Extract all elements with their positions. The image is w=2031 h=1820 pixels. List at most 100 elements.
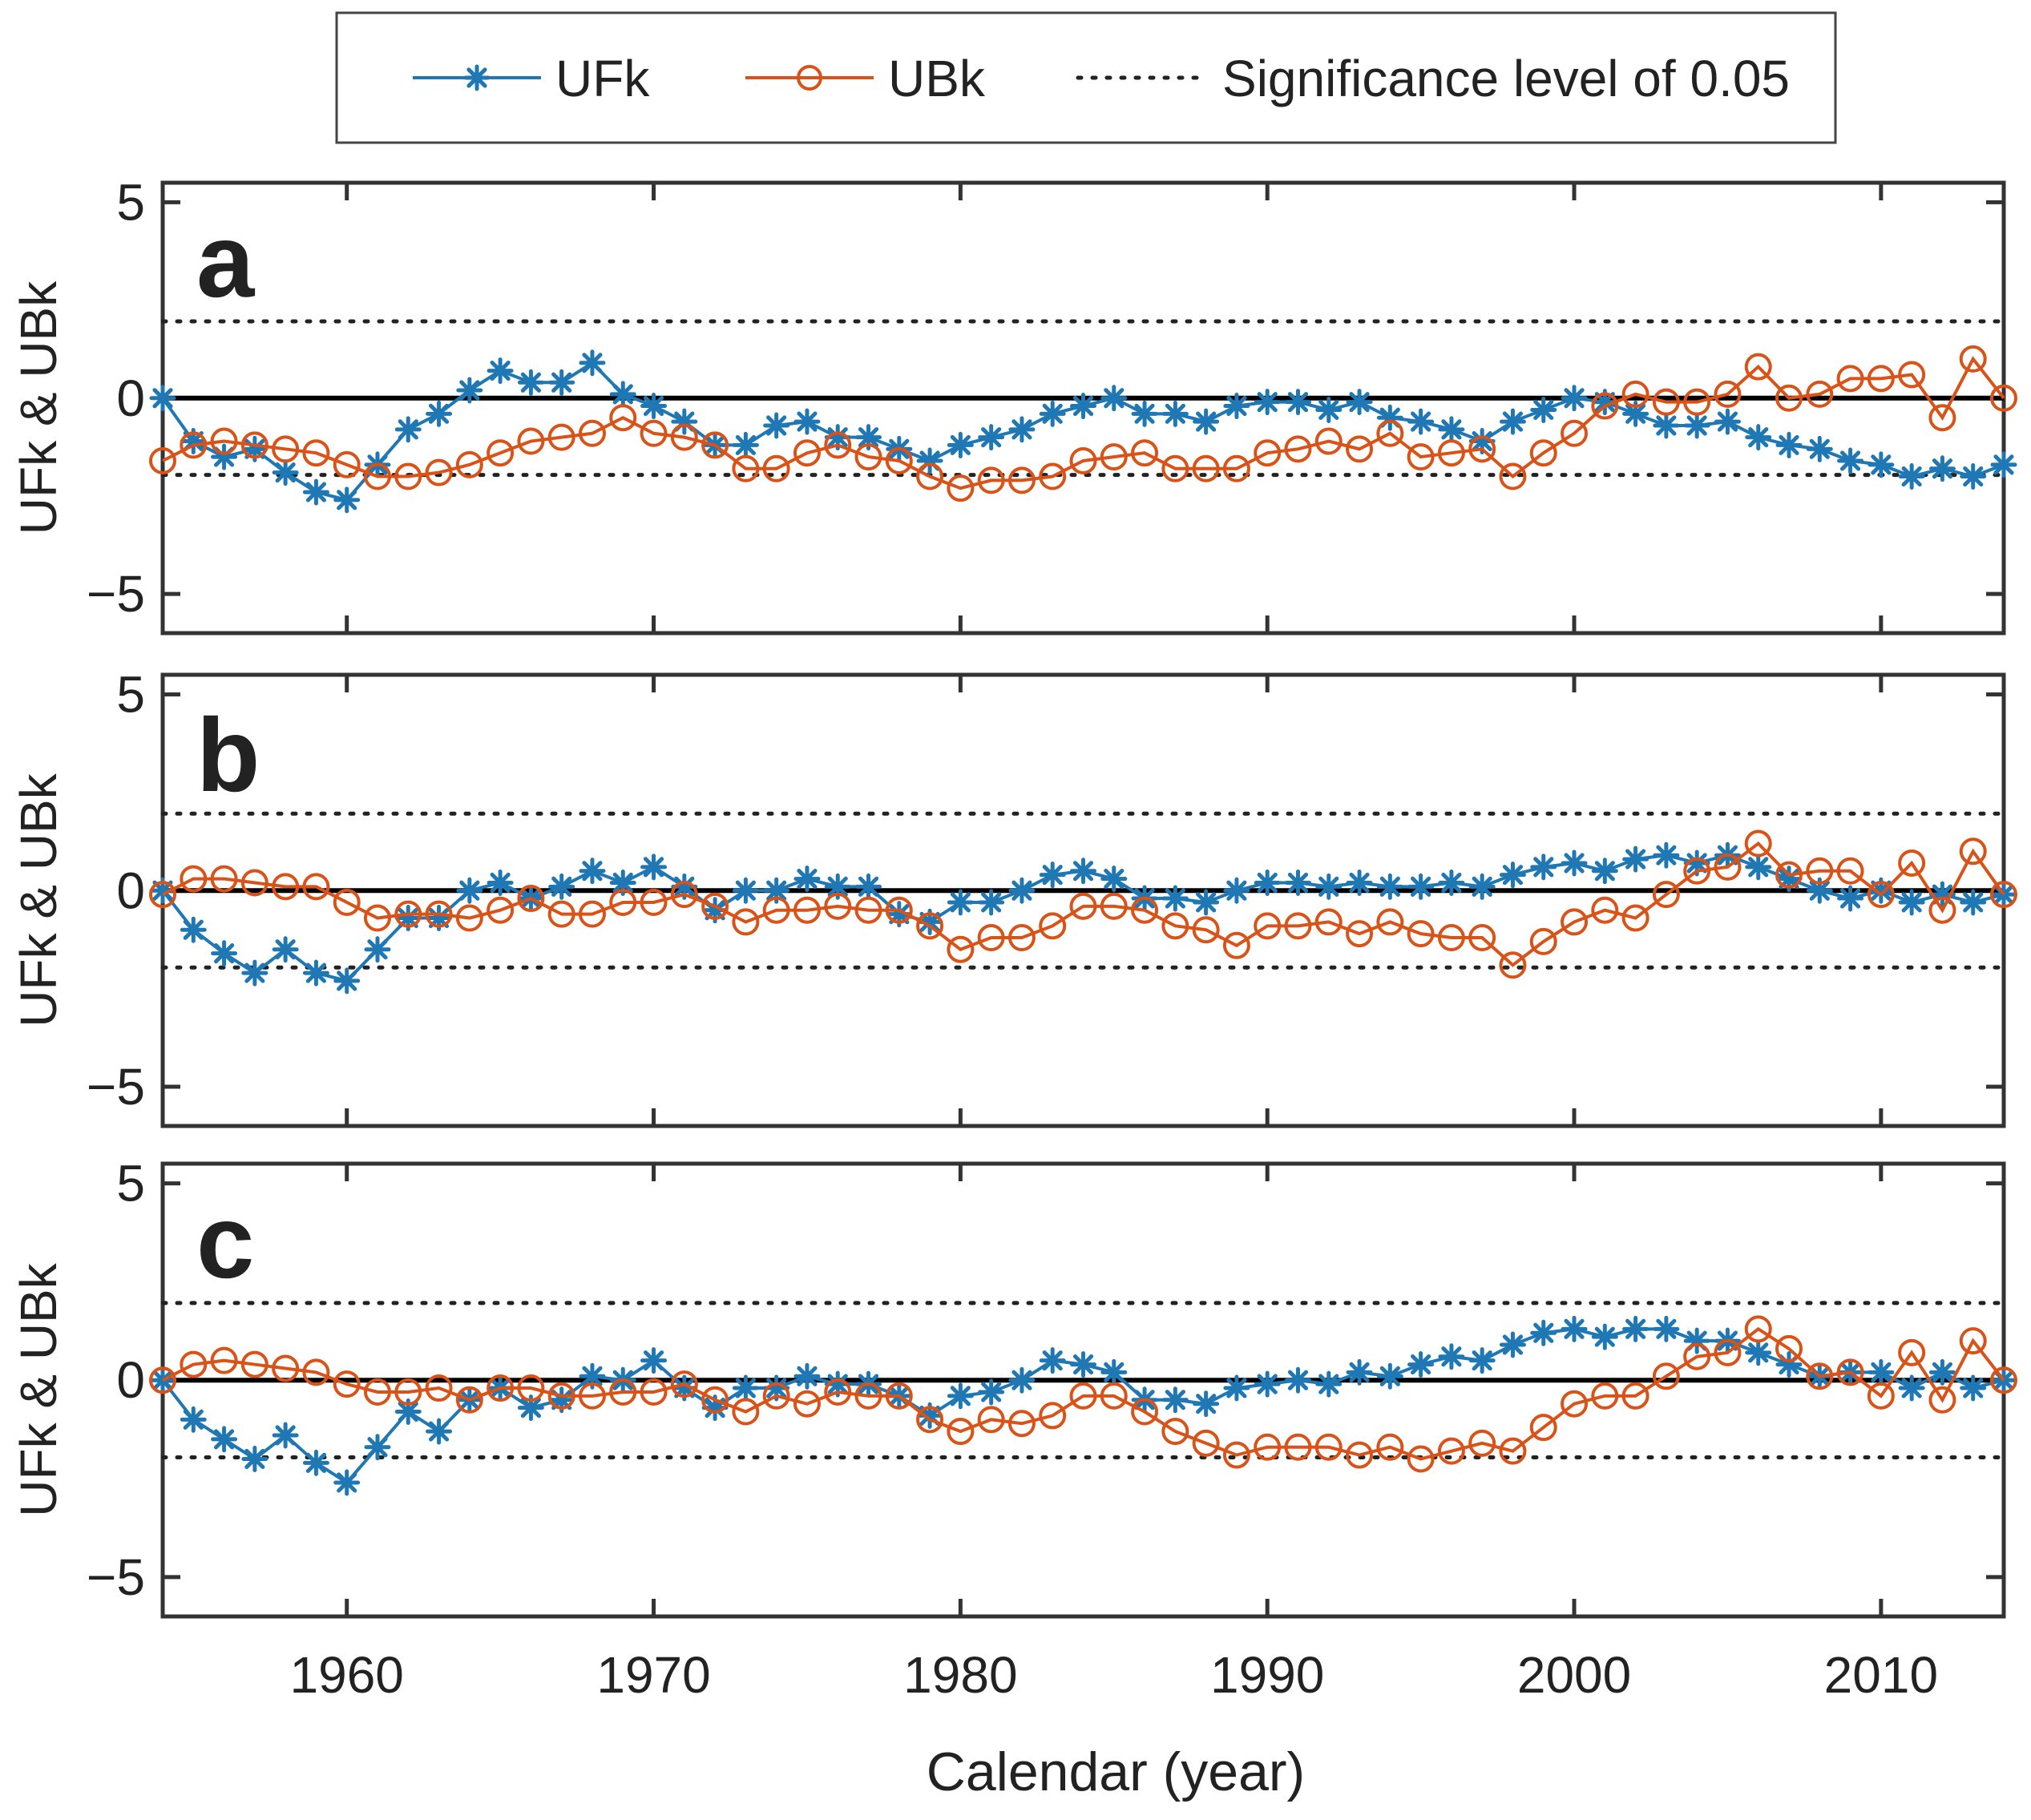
ubk-point (640, 419, 668, 447)
ubk-point (640, 888, 668, 916)
ubk-point (609, 1378, 637, 1406)
ubk-point (487, 1374, 515, 1402)
ufk-point (1223, 1374, 1250, 1402)
legend-box (335, 11, 1837, 144)
ufk-point (487, 357, 514, 385)
ubk-point (1284, 1433, 1312, 1461)
ubk-point (854, 1382, 882, 1410)
ufk-point (517, 1394, 544, 1422)
ubk-point (487, 439, 515, 467)
ubk-point (1284, 435, 1312, 463)
ufk-point (1530, 1319, 1557, 1346)
x-tick-label: 2000 (1517, 1646, 1631, 1704)
ubk-point (1192, 1429, 1220, 1457)
ufk-point (1070, 858, 1096, 885)
ufk-point (272, 936, 299, 963)
ufk-point (1867, 451, 1895, 478)
ubk-point (1499, 1437, 1527, 1465)
ufk-point (947, 889, 974, 916)
ufk-point (487, 869, 514, 896)
panel-letter: a (196, 202, 256, 319)
ufk-point (1070, 1351, 1096, 1378)
ufk-point (671, 873, 698, 900)
ufk-point (1315, 396, 1343, 423)
ubk-point (1161, 454, 1189, 482)
ufk-point (1928, 881, 1956, 908)
ufk-point (1714, 408, 1741, 435)
y-tick-label: 5 (116, 1155, 145, 1213)
ufk-point (180, 1406, 207, 1433)
ubk-point (609, 404, 637, 432)
ufk-point (1867, 877, 1895, 904)
ubk-point (1468, 435, 1496, 463)
ubk-point (1039, 1402, 1067, 1430)
ufk-point (1161, 885, 1189, 912)
ubk-point (1683, 1342, 1711, 1370)
ubk-point (793, 896, 821, 924)
ufk-point (1100, 385, 1128, 412)
ubk-point (977, 466, 1005, 494)
ubk-point (1898, 361, 1926, 389)
ubk-point (517, 885, 545, 913)
ufk-point (1438, 1343, 1465, 1370)
ubk-point (1529, 1414, 1557, 1442)
ufk-point (916, 908, 943, 935)
y-axis-label: UFk & UBk (10, 280, 67, 535)
ubk-point (1990, 881, 2017, 909)
ufk-point (579, 349, 606, 377)
ubk-point (824, 431, 852, 459)
axes-frame (160, 672, 2006, 1128)
ubk-point (394, 900, 422, 928)
ubk-point (1714, 380, 1742, 408)
panel-letter: c (196, 1183, 254, 1300)
ubk-point (916, 462, 944, 490)
ubk-point (1591, 1382, 1619, 1410)
ubk-point (517, 427, 545, 455)
ufk-point (1468, 873, 1496, 900)
ubk-point (1529, 927, 1557, 955)
ufk-point (701, 897, 729, 924)
ufk-point (1990, 881, 2017, 908)
ufk-point (241, 435, 269, 462)
ubk-point (1959, 837, 1987, 866)
series-line-ubk (162, 841, 2005, 967)
ufk-point (640, 1347, 668, 1374)
ubk-point (609, 888, 637, 916)
ufk-point (241, 959, 269, 987)
ufk-point (1376, 404, 1403, 431)
ubk-point (1192, 916, 1220, 944)
ufk-point (1960, 889, 1987, 916)
ufk-point (1223, 393, 1250, 420)
ubk-point (1744, 829, 1772, 858)
ufk-point (1315, 873, 1343, 900)
ufk-point (1284, 1366, 1311, 1394)
ufk-point (1867, 1358, 1895, 1386)
ubk-point (455, 1386, 483, 1414)
ubk-point (1621, 380, 1649, 408)
ufk-point (302, 959, 329, 987)
ufk-point (855, 873, 882, 900)
ubk-point (425, 1374, 453, 1402)
ubk-point (1346, 1441, 1374, 1469)
ubk-point (1468, 1429, 1496, 1457)
ubk-point (1928, 896, 1956, 924)
ubk-point (1652, 1362, 1680, 1390)
ubk-point (272, 873, 300, 901)
ufk-point (1438, 869, 1465, 896)
ufk-point (1837, 447, 1864, 474)
ubk-point (1561, 908, 1589, 936)
ubk-point (149, 446, 176, 474)
ufk-point (180, 428, 207, 455)
ubk-point (302, 439, 330, 467)
ubk-point (1499, 951, 1527, 979)
ubk-point (1959, 1327, 1987, 1355)
ubk-point (363, 904, 391, 932)
ubk-point (1346, 920, 1374, 948)
ufk-point (1039, 862, 1066, 889)
ufk-point (1008, 1366, 1036, 1394)
ufk-point (671, 1374, 698, 1402)
ufk-point (1438, 416, 1465, 443)
panel-letter: b (196, 696, 260, 813)
ufk-point (947, 431, 974, 458)
ufk-point (609, 869, 636, 896)
